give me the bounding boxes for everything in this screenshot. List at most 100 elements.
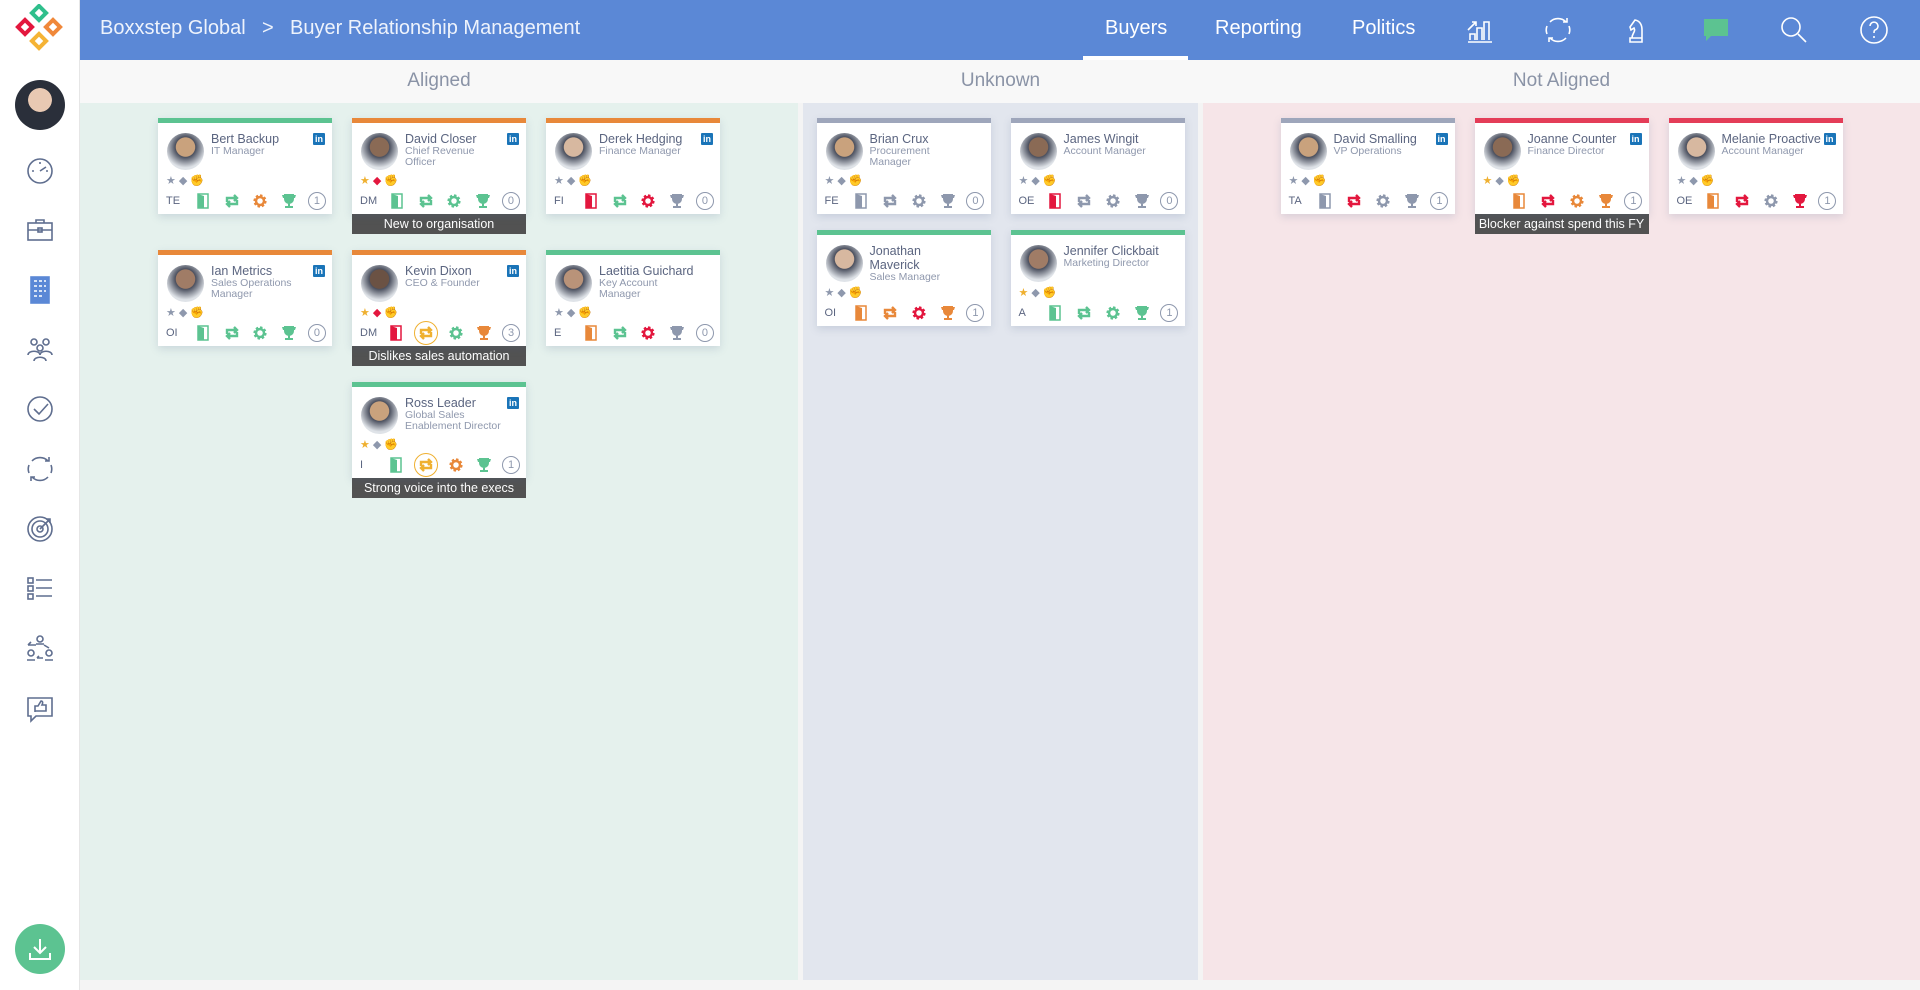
download-button[interactable] xyxy=(15,924,65,974)
alert-diamond-icon[interactable]: ◆ xyxy=(1301,175,1310,187)
cycle-icon[interactable] xyxy=(880,303,900,323)
activity-count[interactable]: 3 xyxy=(502,324,520,342)
thumb-icon[interactable]: ✊ xyxy=(1506,175,1521,187)
door-icon[interactable] xyxy=(193,323,213,343)
door-icon[interactable] xyxy=(581,323,601,343)
trophy-icon[interactable] xyxy=(1402,191,1422,211)
thumb-icon[interactable]: ✊ xyxy=(190,307,205,319)
activity-count[interactable]: 0 xyxy=(695,324,714,342)
activity-count[interactable]: 0 xyxy=(695,192,714,210)
cycle-icon[interactable] xyxy=(1344,191,1364,211)
star-icon[interactable]: ★ xyxy=(360,175,370,187)
gear-icon[interactable] xyxy=(638,191,658,211)
tab-reporting[interactable]: Reporting xyxy=(1215,17,1302,39)
sidebar-item-cycle[interactable] xyxy=(22,451,58,487)
door-icon[interactable] xyxy=(386,455,406,475)
cycle-icon[interactable] xyxy=(222,191,242,211)
door-icon[interactable] xyxy=(1703,191,1723,211)
sidebar-item-building[interactable] xyxy=(22,272,58,308)
alert-diamond-icon[interactable]: ◆ xyxy=(372,439,382,451)
star-icon[interactable]: ★ xyxy=(824,175,835,187)
cycle-icon[interactable] xyxy=(1732,191,1752,211)
thumb-icon[interactable]: ✊ xyxy=(848,175,863,187)
trophy-icon[interactable] xyxy=(1790,191,1810,211)
star-icon[interactable]: ★ xyxy=(824,287,835,299)
sidebar-item-checklist[interactable] xyxy=(22,571,58,607)
trophy-icon[interactable] xyxy=(1596,191,1616,211)
activity-count[interactable]: 1 xyxy=(1430,192,1449,210)
buyer-card[interactable]: Ross Leader Global Sales Enablement Direc… xyxy=(352,382,526,478)
sidebar-item-target[interactable] xyxy=(22,511,58,547)
boxxstep-logo-icon[interactable] xyxy=(12,4,68,56)
cycle-icon[interactable] xyxy=(880,191,900,211)
door-icon[interactable] xyxy=(581,191,601,211)
door-icon[interactable] xyxy=(386,323,406,343)
activity-count[interactable]: 0 xyxy=(1160,192,1179,210)
buyer-card[interactable]: Melanie Proactive Account Manager in ★ ◆ ✊ OE 1 xyxy=(1668,118,1843,214)
alert-diamond-icon[interactable]: ◆ xyxy=(372,175,382,187)
trophy-icon[interactable] xyxy=(474,455,494,475)
chart-growth-icon[interactable] xyxy=(1462,12,1498,48)
gear-icon[interactable] xyxy=(1103,303,1123,323)
gear-icon[interactable] xyxy=(444,191,464,211)
linkedin-icon[interactable]: in xyxy=(1435,133,1448,145)
trophy-icon[interactable] xyxy=(1132,191,1152,211)
alert-diamond-icon[interactable]: ◆ xyxy=(178,175,188,187)
thumb-icon[interactable]: ✊ xyxy=(578,175,593,187)
linkedin-icon[interactable]: in xyxy=(507,133,519,145)
thumb-icon[interactable]: ✊ xyxy=(578,307,593,319)
buyer-card[interactable]: David Smalling VP Operations in ★ ◆ ✊ TA 1 xyxy=(1280,118,1455,214)
linkedin-icon[interactable]: in xyxy=(701,133,713,145)
trophy-icon[interactable] xyxy=(279,191,299,211)
search-icon[interactable] xyxy=(1776,12,1812,48)
chess-knight-icon[interactable] xyxy=(1618,12,1654,48)
alert-diamond-icon[interactable]: ◆ xyxy=(178,307,188,319)
tab-politics[interactable]: Politics xyxy=(1352,17,1416,39)
activity-count[interactable]: 0 xyxy=(501,192,520,210)
thumb-icon[interactable]: ✊ xyxy=(384,175,399,187)
trophy-icon[interactable] xyxy=(938,303,958,323)
buyer-card[interactable]: Kevin Dixon CEO & Founder in ★ ◆ ✊ DM 3 xyxy=(352,250,526,346)
gear-icon[interactable] xyxy=(250,191,270,211)
alert-diamond-icon[interactable]: ◆ xyxy=(1495,175,1504,187)
trophy-icon[interactable] xyxy=(667,191,687,211)
thumb-icon[interactable]: ✊ xyxy=(848,287,863,299)
star-icon[interactable]: ★ xyxy=(554,307,564,319)
door-icon[interactable] xyxy=(193,191,213,211)
activity-count[interactable]: 1 xyxy=(502,456,520,474)
cycle-icon[interactable] xyxy=(1538,191,1558,211)
sidebar-item-dashboard-gauge[interactable] xyxy=(22,152,58,188)
linkedin-icon[interactable]: in xyxy=(313,265,325,277)
alert-diamond-icon[interactable]: ◆ xyxy=(837,175,846,187)
sidebar-item-feedback-thumb[interactable] xyxy=(22,691,58,727)
buyer-card[interactable]: Bert Backup IT Manager in ★ ◆ ✊ TE 1 xyxy=(158,118,332,214)
alert-diamond-icon[interactable]: ◆ xyxy=(1689,175,1698,187)
thumb-icon[interactable]: ✊ xyxy=(190,175,205,187)
gear-icon[interactable] xyxy=(1103,191,1123,211)
trophy-icon[interactable] xyxy=(473,191,493,211)
thumb-icon[interactable]: ✊ xyxy=(1700,175,1715,187)
trophy-icon[interactable] xyxy=(474,323,494,343)
buyer-card[interactable]: Brian Crux Procurement Manager ★ ◆ ✊ FE 0 xyxy=(816,118,991,214)
door-icon[interactable] xyxy=(387,191,407,211)
star-icon[interactable]: ★ xyxy=(1288,175,1299,187)
door-icon[interactable] xyxy=(1045,303,1065,323)
activity-count[interactable]: 1 xyxy=(307,192,326,210)
gear-icon[interactable] xyxy=(446,323,466,343)
tab-buyers[interactable]: Buyers xyxy=(1105,17,1168,39)
door-icon[interactable] xyxy=(1509,191,1529,211)
cycle-icon[interactable] xyxy=(1074,191,1094,211)
buyer-card[interactable]: Derek Hedging Finance Manager in ★ ◆ ✊ FI 0 xyxy=(546,118,720,214)
activity-count[interactable]: 1 xyxy=(1160,304,1179,322)
chat-bubble-icon[interactable] xyxy=(1698,12,1734,48)
gear-icon[interactable] xyxy=(638,323,658,343)
linkedin-icon[interactable]: in xyxy=(507,397,519,409)
refresh-cycle-icon[interactable] xyxy=(1540,12,1576,48)
alert-diamond-icon[interactable]: ◆ xyxy=(837,287,846,299)
linkedin-icon[interactable]: in xyxy=(313,133,325,145)
buyer-card[interactable]: Jonathan Maverick Sales Manager ★ ◆ ✊ OI 1 xyxy=(816,230,991,326)
trophy-icon[interactable] xyxy=(1132,303,1152,323)
star-icon[interactable]: ★ xyxy=(166,175,176,187)
activity-count[interactable]: 1 xyxy=(1624,192,1643,210)
thumb-icon[interactable]: ✊ xyxy=(384,439,399,451)
